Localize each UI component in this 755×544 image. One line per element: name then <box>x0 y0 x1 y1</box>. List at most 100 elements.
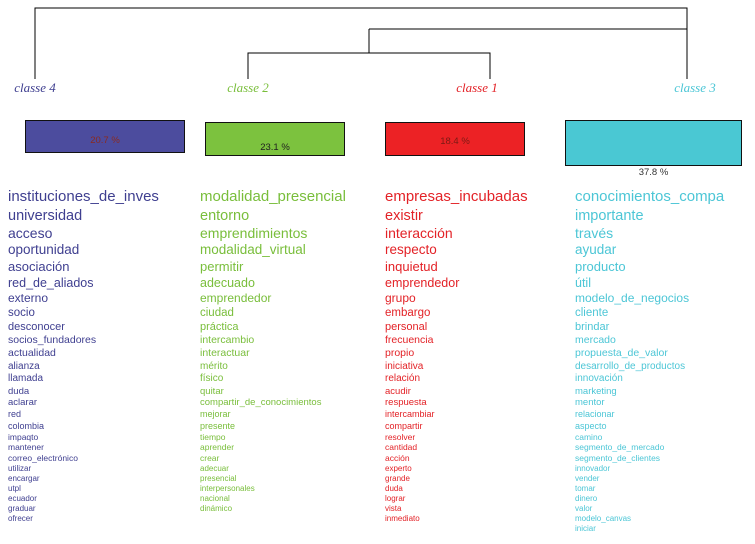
word-item: presencial <box>200 473 237 483</box>
word-list-class-1: empresas_incubadas existir interacción resp… <box>385 188 570 524</box>
word-item: red_de_aliados <box>8 275 94 290</box>
word-item: quitar <box>200 385 224 397</box>
word-item: aclarar <box>8 397 38 409</box>
word-item: ayudar <box>575 242 617 258</box>
word-item: modalidad_virtual <box>200 242 306 258</box>
word-item: aprender <box>200 442 235 453</box>
word-item: intercambiar <box>385 409 435 420</box>
word-item: camino <box>575 431 603 442</box>
word-item: red <box>8 409 22 420</box>
word-item: inmediato <box>385 513 420 523</box>
word-item: útil <box>575 275 591 290</box>
word-item: mantener <box>8 442 44 453</box>
word-item: ofrecer <box>8 513 33 523</box>
word-item: físico <box>200 373 224 384</box>
word-item: tomar <box>575 483 596 493</box>
word-item: cantidad <box>385 442 418 453</box>
word-item: relacionar <box>575 409 615 420</box>
word-item: intercambio <box>200 334 255 347</box>
word-item: desarrollo_de_productos <box>575 360 686 372</box>
word-item: presente <box>200 420 236 431</box>
word-item: dinero <box>575 493 598 503</box>
class-percent-1: 18.4 % <box>440 136 470 147</box>
word-item: respecto <box>385 242 437 258</box>
word-item: lograr <box>385 493 406 503</box>
word-item: marketing <box>575 385 617 397</box>
word-item: graduar <box>8 503 36 513</box>
word-item: llamada <box>8 373 44 384</box>
word-item: mérito <box>200 360 228 372</box>
word-item: utpl <box>8 483 21 493</box>
word-list-class-3: conocimientos_compa importante través ayuda… <box>575 188 755 534</box>
class-percent-2: 23.1 % <box>260 142 290 153</box>
word-item: modelo_canvas <box>575 513 632 523</box>
class-bar-2: 23.1 % <box>205 122 345 156</box>
word-item: emprendimientos <box>200 224 308 241</box>
word-item: desconocer <box>8 320 65 333</box>
word-item: práctica <box>200 320 239 333</box>
word-item: grande <box>385 473 410 483</box>
word-item: vista <box>385 503 402 513</box>
word-item: experto <box>385 463 412 473</box>
word-item: cliente <box>575 307 609 320</box>
word-item: interpersonales <box>200 483 255 493</box>
class-label-1: classe 1 <box>456 80 498 95</box>
word-item: grupo <box>385 291 416 306</box>
word-item: iniciativa <box>385 360 424 372</box>
class-label-2: classe 2 <box>227 80 269 95</box>
word-item: compartir <box>385 420 423 431</box>
word-item: segmento_de_clientes <box>575 453 661 463</box>
word-item: acción <box>385 453 410 463</box>
word-item: innovación <box>575 373 623 384</box>
word-item: externo <box>8 291 49 306</box>
word-item: inquietud <box>385 259 438 275</box>
word-item: personal <box>385 320 428 333</box>
word-item: vender <box>575 473 600 483</box>
word-item: través <box>575 224 614 241</box>
word-item: acceso <box>8 224 53 241</box>
word-item: producto <box>575 259 626 275</box>
word-item: permitir <box>200 259 244 275</box>
word-item: correo_electrónico <box>8 453 78 463</box>
word-item: entorno <box>200 207 250 224</box>
word-item: crear <box>200 453 220 463</box>
class-percent-4: 20.7 % <box>90 135 120 146</box>
class-bar-1: 18.4 % <box>385 122 525 156</box>
word-item: interactuar <box>200 347 250 360</box>
word-item: alianza <box>8 360 40 372</box>
word-item: acudir <box>385 385 411 397</box>
word-item: duda <box>8 385 30 397</box>
word-item: ecuador <box>8 493 37 503</box>
word-item: adecuado <box>200 275 255 290</box>
word-item: aspecto <box>575 420 607 431</box>
class-label-3: classe 3 <box>674 80 716 95</box>
word-item: emprendedor <box>200 291 272 306</box>
word-item: mercado <box>575 334 616 347</box>
dendrogram-tree-lines <box>34 7 688 79</box>
word-item: universidad <box>8 207 83 224</box>
word-item: ciudad <box>200 307 234 320</box>
word-item: mentor <box>575 397 605 409</box>
class-bar-4: 20.7 % <box>25 120 185 153</box>
word-item: interacción <box>385 224 453 241</box>
word-item: propio <box>385 347 415 360</box>
word-item: encargar <box>8 473 40 483</box>
word-item: relación <box>385 373 421 384</box>
word-item: dinámico <box>200 503 233 513</box>
word-item: instituciones_de_inves <box>8 188 159 205</box>
word-item: existir <box>385 207 423 224</box>
word-item: oportunidad <box>8 242 80 258</box>
word-item: brindar <box>575 320 610 333</box>
word-item: emprendedor <box>385 275 460 290</box>
word-item: modalidad_presencial <box>200 188 346 205</box>
word-item: empresas_incubadas <box>385 188 528 205</box>
word-item: nacional <box>200 493 230 503</box>
word-item: socio <box>8 307 35 320</box>
word-item: propuesta_de_valor <box>575 347 668 360</box>
word-item: respuesta <box>385 397 427 409</box>
word-item: asociación <box>8 259 70 275</box>
word-item: embargo <box>385 307 431 320</box>
word-item: segmento_de_mercado <box>575 442 665 453</box>
word-item: resolver <box>385 431 416 442</box>
